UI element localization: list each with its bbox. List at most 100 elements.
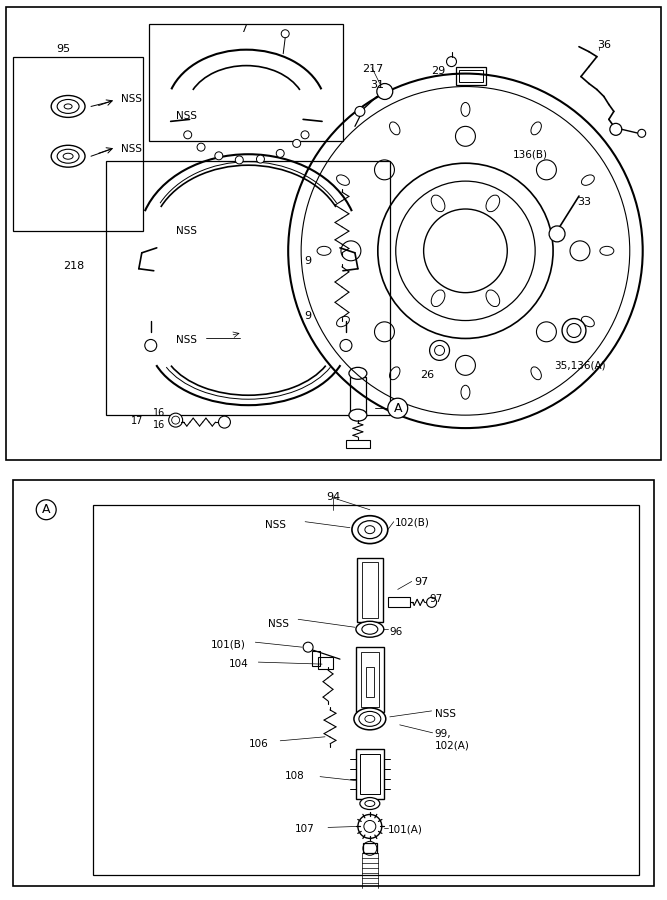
Circle shape [171, 416, 179, 424]
Ellipse shape [365, 800, 375, 806]
Circle shape [567, 323, 581, 338]
Bar [7, 7, 660, 460]
Bar [460, 69, 484, 82]
Text: 16: 16 [153, 409, 165, 419]
Text: 101(B): 101(B) [211, 639, 245, 649]
Circle shape [610, 123, 622, 135]
Ellipse shape [360, 797, 380, 809]
Text: A: A [42, 503, 51, 517]
Circle shape [549, 226, 565, 242]
Text: NSS: NSS [121, 94, 142, 104]
Ellipse shape [57, 149, 79, 163]
Text: 17: 17 [131, 416, 143, 426]
Ellipse shape [359, 711, 381, 726]
Text: 94: 94 [326, 491, 340, 502]
Ellipse shape [349, 367, 367, 379]
Text: 95: 95 [56, 44, 70, 54]
Text: 97: 97 [415, 578, 429, 588]
Text: 102(B): 102(B) [395, 518, 430, 527]
Ellipse shape [63, 153, 73, 159]
Circle shape [169, 413, 183, 428]
Bar [106, 161, 390, 415]
Text: 99,: 99, [435, 729, 451, 739]
Circle shape [256, 155, 264, 163]
Bar [93, 505, 639, 875]
Bar [350, 377, 366, 413]
Circle shape [281, 30, 289, 38]
Bar [346, 440, 370, 448]
Text: A: A [394, 401, 402, 415]
Text: 35,136(A): 35,136(A) [554, 360, 606, 371]
Text: 36: 36 [597, 40, 611, 50]
Circle shape [446, 57, 456, 67]
Bar [13, 57, 143, 231]
Bar [363, 843, 377, 853]
Text: 16: 16 [153, 420, 165, 430]
Circle shape [562, 319, 586, 342]
Text: 218: 218 [63, 261, 85, 271]
Text: NSS: NSS [268, 619, 289, 629]
Circle shape [430, 340, 450, 360]
Circle shape [215, 152, 223, 160]
Text: 9: 9 [304, 256, 311, 266]
Circle shape [276, 149, 284, 158]
Bar [362, 562, 378, 618]
Text: 29: 29 [432, 66, 446, 76]
Text: NSS: NSS [175, 112, 197, 122]
Text: 107: 107 [295, 824, 315, 834]
Bar [366, 667, 374, 697]
Text: 106: 106 [248, 739, 268, 749]
Text: 31: 31 [370, 79, 384, 89]
Circle shape [219, 416, 230, 428]
Text: 108: 108 [285, 770, 305, 780]
Circle shape [303, 643, 313, 652]
Text: 217: 217 [362, 64, 383, 74]
Circle shape [145, 339, 157, 351]
Bar [149, 23, 343, 141]
Text: 104: 104 [228, 659, 248, 669]
Circle shape [355, 106, 365, 116]
Circle shape [377, 84, 393, 100]
Circle shape [388, 398, 408, 418]
Circle shape [293, 140, 301, 148]
Ellipse shape [354, 708, 386, 730]
Text: NSS: NSS [435, 709, 456, 719]
Text: NSS: NSS [121, 144, 142, 154]
Text: NSS: NSS [175, 336, 197, 346]
Text: 102(A): 102(A) [435, 741, 470, 751]
Text: 7: 7 [240, 23, 247, 34]
Bar [388, 598, 410, 608]
Text: NSS: NSS [265, 519, 286, 530]
Ellipse shape [365, 716, 375, 723]
Ellipse shape [349, 410, 367, 421]
Ellipse shape [352, 516, 388, 544]
Text: 26: 26 [420, 370, 434, 381]
Circle shape [638, 130, 646, 138]
Ellipse shape [51, 145, 85, 167]
Bar [360, 753, 380, 794]
Circle shape [183, 130, 191, 139]
Circle shape [301, 130, 309, 139]
Ellipse shape [356, 621, 384, 637]
Bar [356, 647, 384, 712]
Bar [13, 480, 654, 886]
Circle shape [235, 156, 243, 164]
Text: 96: 96 [390, 627, 403, 637]
Text: 97: 97 [430, 594, 443, 605]
Ellipse shape [57, 100, 79, 113]
Circle shape [197, 143, 205, 151]
Text: 33: 33 [577, 197, 591, 207]
Circle shape [435, 346, 444, 356]
Text: NSS: NSS [175, 226, 197, 236]
Bar [456, 67, 486, 85]
Bar [356, 749, 384, 798]
Bar [318, 657, 333, 669]
Circle shape [340, 339, 352, 351]
Ellipse shape [51, 95, 85, 117]
Text: 9: 9 [304, 310, 311, 320]
Text: 101(A): 101(A) [388, 824, 423, 834]
Circle shape [427, 598, 437, 608]
Bar [357, 558, 383, 622]
Ellipse shape [365, 526, 375, 534]
Text: 136(B): 136(B) [513, 149, 548, 159]
